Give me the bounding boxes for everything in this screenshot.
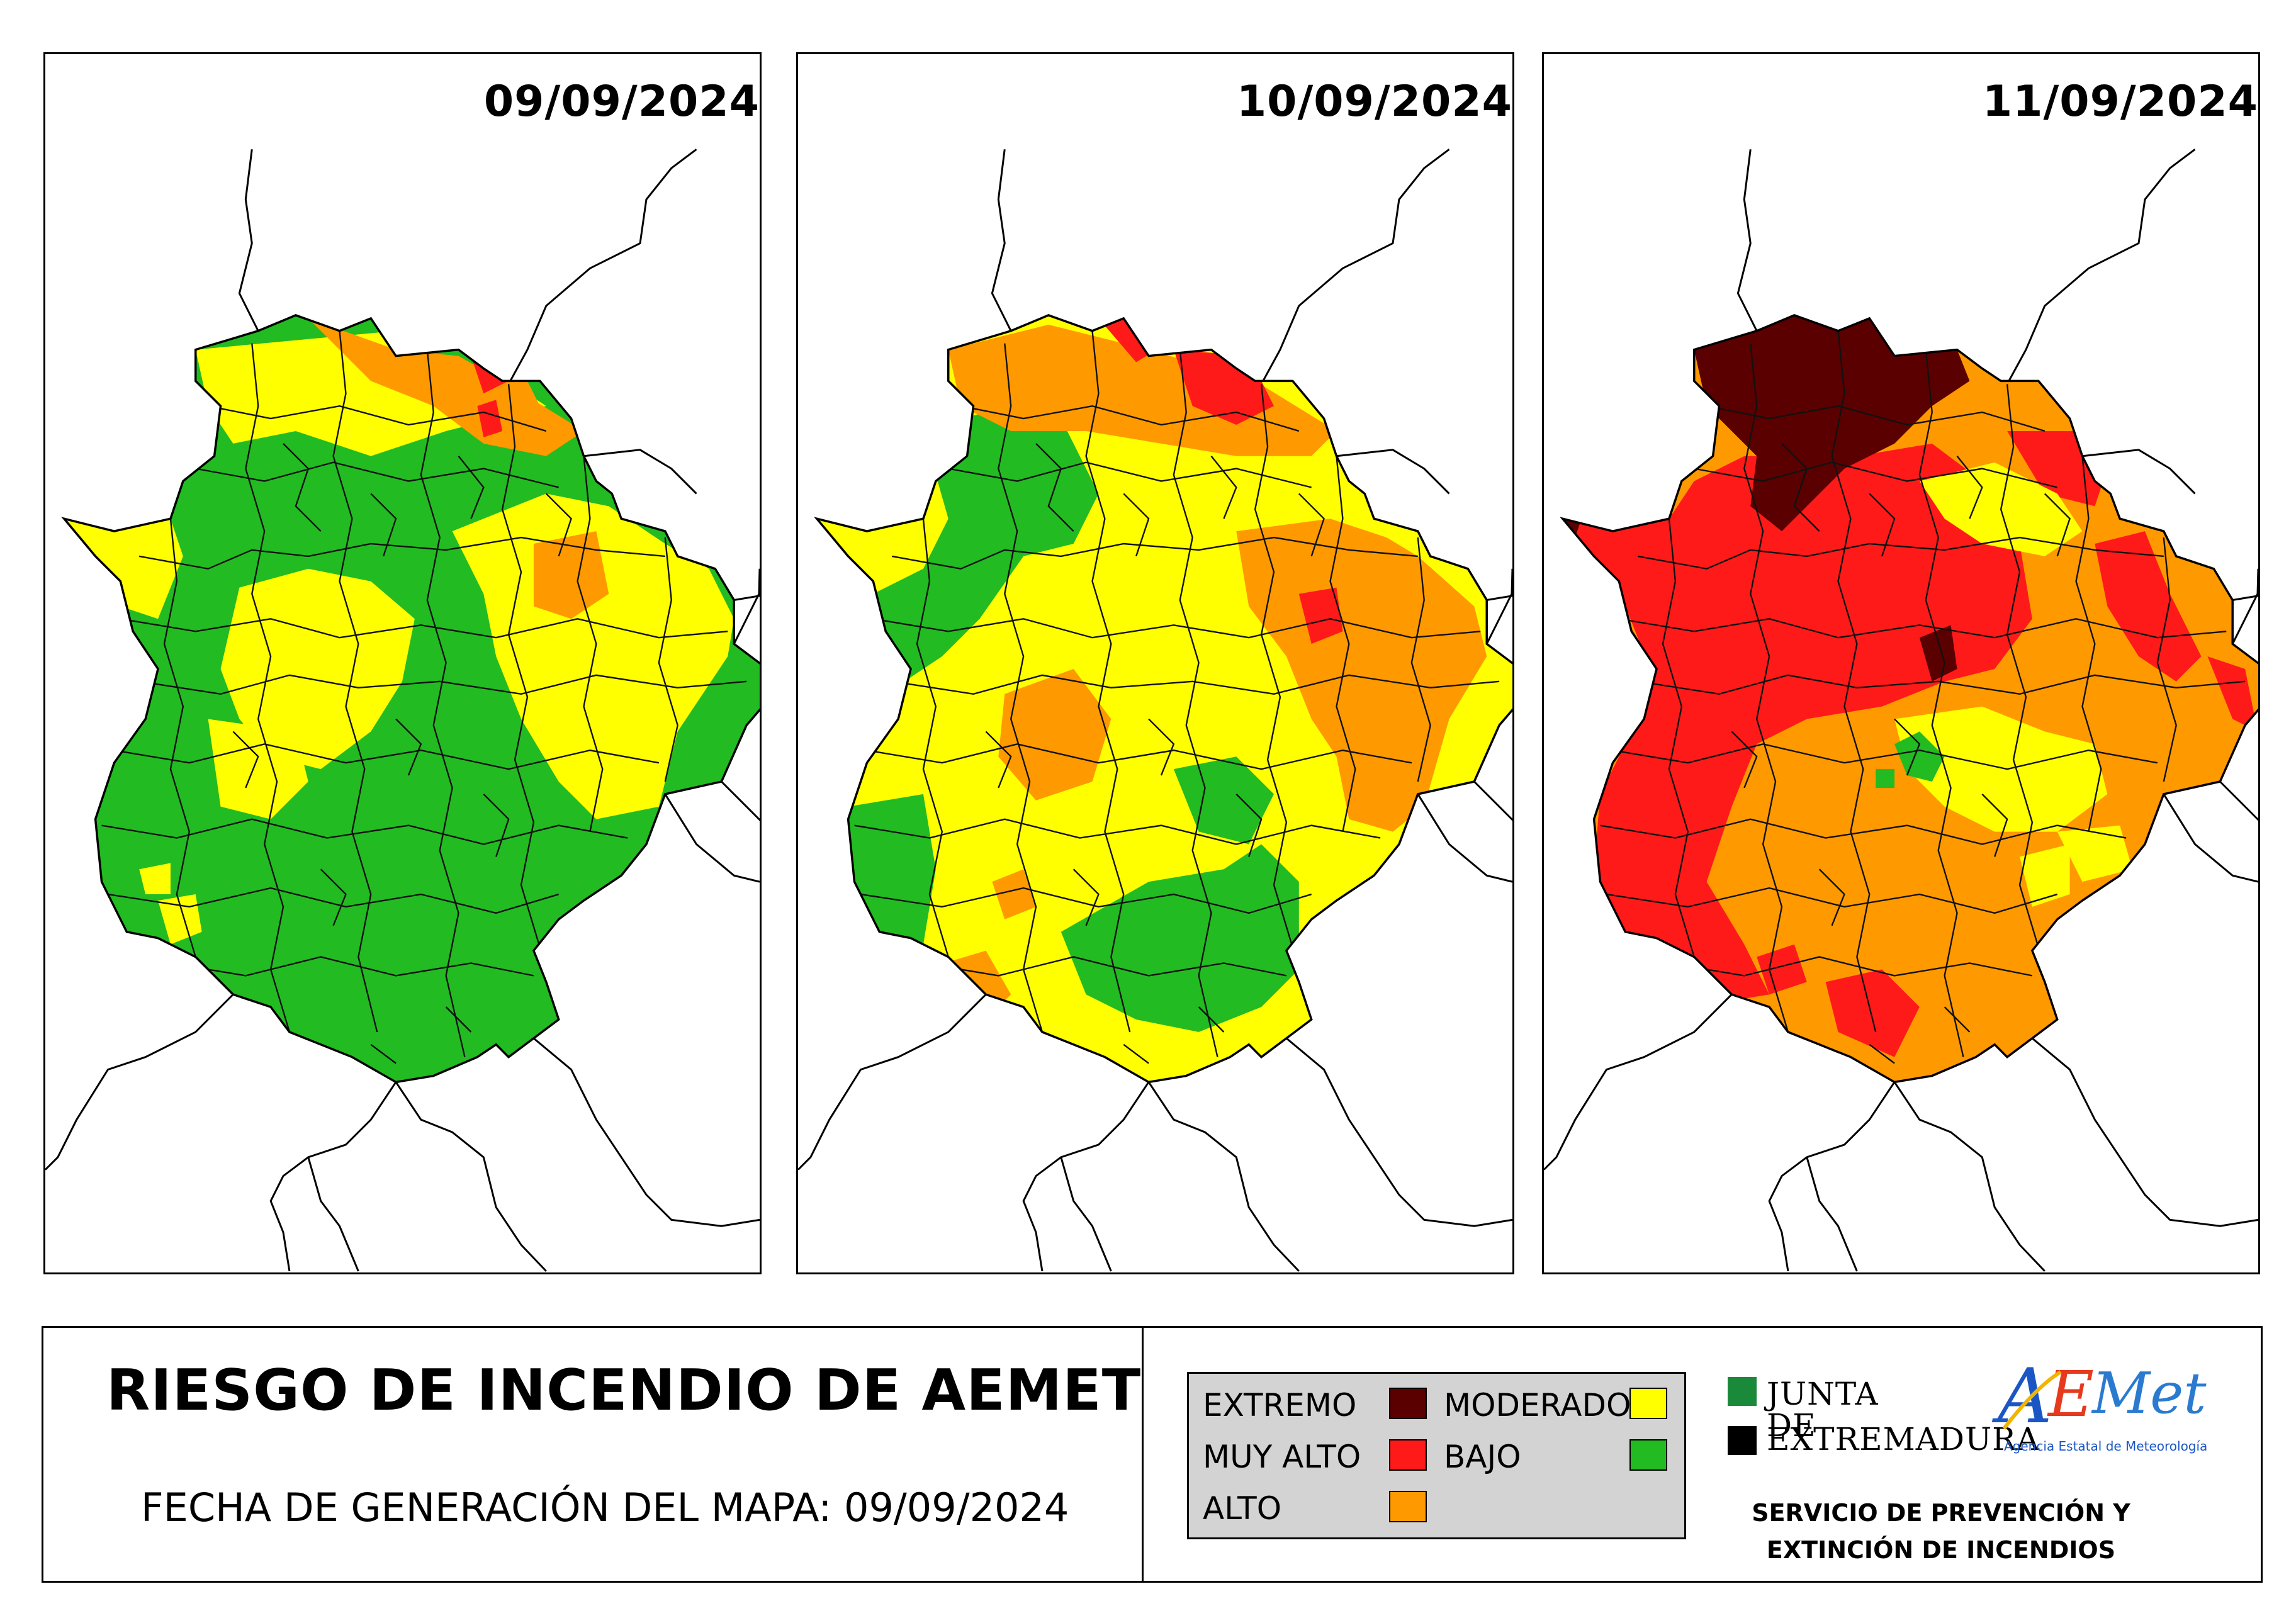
legend-swatch-bajo — [1629, 1439, 1667, 1471]
junta-black-square — [1728, 1426, 1757, 1455]
legend-swatch-muy-alto — [1389, 1439, 1427, 1471]
aemet-subtitle: Agencia Estatal de Meteorología — [2004, 1439, 2207, 1454]
aemet-logo: A E Met Agencia Estatal de Meteorología — [1991, 1353, 2207, 1454]
junta-line1: JUNTA DE — [1767, 1376, 1879, 1444]
footer-divider — [1142, 1328, 1144, 1581]
service-text: SERVICIO DE PREVENCIÓN Y EXTINCIÓN DE IN… — [1746, 1495, 2136, 1569]
risk-legend: EXTREMO MUY ALTO ALTO MODERADO BAJO — [1187, 1372, 1686, 1539]
risk-map-day2 — [798, 148, 1512, 1272]
page-title: RIESGO DE INCENDIO DE AEMET — [106, 1357, 1142, 1424]
risk-map-day1 — [45, 148, 760, 1272]
footer-panel: RIESGO DE INCENDIO DE AEMET FECHA DE GEN… — [42, 1326, 2263, 1583]
svg-text:Met: Met — [2091, 1361, 2207, 1427]
legend-label-moderado: MODERADO — [1444, 1387, 1631, 1424]
map-panel-day2: 10/09/2024 — [796, 52, 1514, 1274]
junta-line2: EXTREMADURA — [1767, 1421, 2040, 1457]
map-date-day1: 09/09/2024 — [483, 77, 760, 126]
service-line2: EXTINCIÓN DE INCENDIOS — [1766, 1536, 2116, 1564]
legend-label-extremo: EXTREMO — [1203, 1387, 1357, 1424]
svg-text:A: A — [1991, 1353, 2052, 1440]
service-line1: SERVICIO DE PREVENCIÓN Y — [1752, 1499, 2130, 1527]
legend-swatch-alto — [1389, 1491, 1427, 1522]
map-date-day3: 11/09/2024 — [1982, 77, 2258, 126]
risk-map-day3 — [1544, 148, 2258, 1272]
legend-label-alto: ALTO — [1203, 1490, 1282, 1527]
legend-label-muy-alto: MUY ALTO — [1203, 1439, 1361, 1475]
map-panel-day3: 11/09/2024 — [1542, 52, 2260, 1274]
legend-label-bajo: BAJO — [1444, 1439, 1521, 1475]
svg-text:E: E — [2047, 1357, 2094, 1431]
junta-green-square — [1728, 1377, 1757, 1406]
legend-swatch-extremo — [1389, 1388, 1427, 1419]
legend-swatch-moderado — [1629, 1388, 1667, 1419]
generation-date: FECHA DE GENERACIÓN DEL MAPA: 09/09/2024 — [141, 1485, 1069, 1530]
map-panel-day1: 09/09/2024 — [43, 52, 762, 1274]
map-date-day2: 10/09/2024 — [1236, 77, 1512, 126]
